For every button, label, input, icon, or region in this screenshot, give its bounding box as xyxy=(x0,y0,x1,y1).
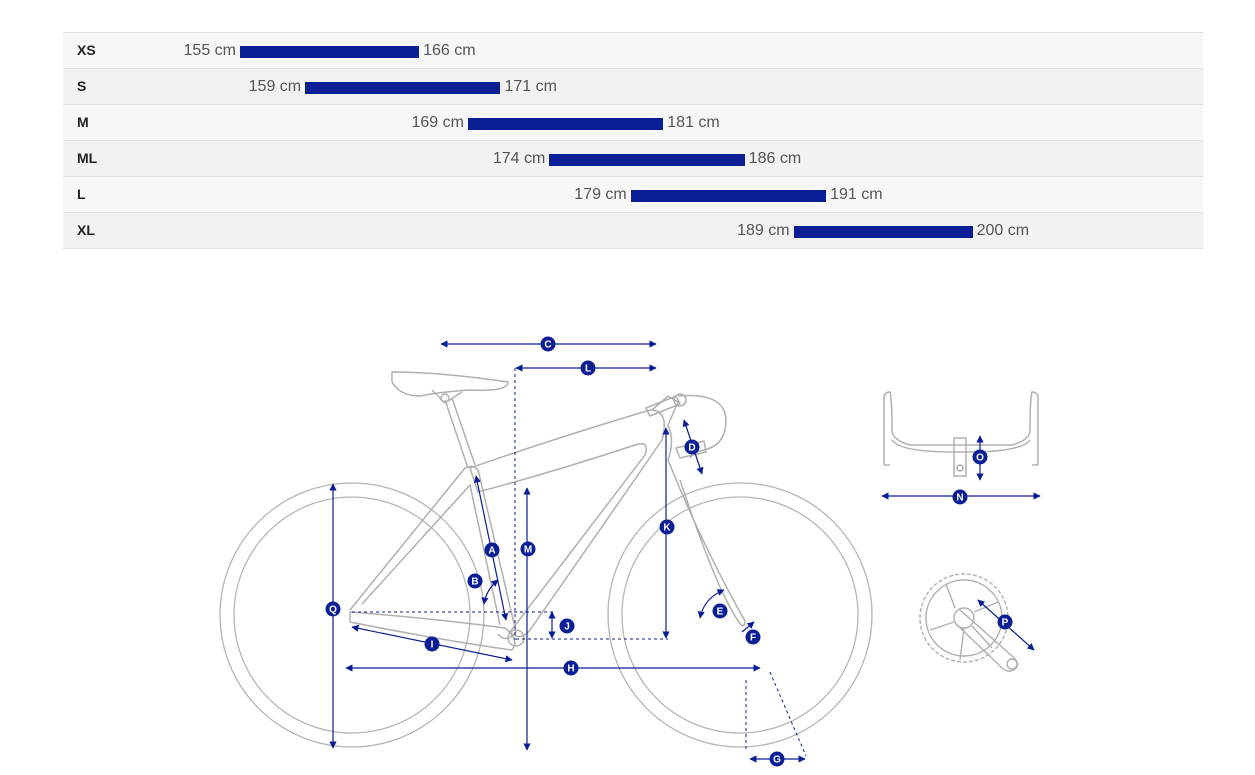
measurement-label-a: A xyxy=(484,542,500,558)
measurement-label-g: G xyxy=(769,751,785,767)
svg-text:B: B xyxy=(471,577,478,588)
measurement-label-l: L xyxy=(580,360,596,376)
size-label: XL xyxy=(77,222,95,238)
measurement-label-i: I xyxy=(424,636,440,652)
size-label: L xyxy=(77,186,86,202)
size-label: XS xyxy=(77,42,96,58)
svg-text:D: D xyxy=(688,443,695,454)
front-wheel xyxy=(607,482,873,748)
svg-text:H: H xyxy=(567,664,574,675)
size-row: XL 189 cm 200 cm xyxy=(63,212,1203,249)
height-range-bar xyxy=(240,46,420,58)
svg-text:P: P xyxy=(1002,618,1009,629)
measurement-label-q: Q xyxy=(325,601,341,617)
min-height-label: 155 cm xyxy=(183,42,236,59)
svg-text:M: M xyxy=(524,545,532,556)
min-height-label: 159 cm xyxy=(248,78,302,95)
svg-text:E: E xyxy=(717,607,724,618)
svg-text:G: G xyxy=(773,755,781,766)
measurement-labels: A B C D E F G H I J K L M N O P Q xyxy=(325,336,1013,767)
measurement-label-f: F xyxy=(745,629,761,645)
rear-wheel xyxy=(219,482,485,748)
size-row: XS 155 cm 166 cm xyxy=(63,32,1203,68)
measurement-label-o: O xyxy=(972,449,988,465)
size-label: S xyxy=(77,78,87,94)
svg-text:L: L xyxy=(585,364,591,375)
bike-frame xyxy=(349,371,746,651)
bike-geometry-diagram: A B C D E F G H I J K L M N O P Q xyxy=(219,336,1041,767)
measurement-label-e: E xyxy=(712,603,728,619)
max-height-label: 191 cm xyxy=(830,186,883,203)
max-height-label: 171 cm xyxy=(504,78,557,95)
measurement-label-d: D xyxy=(684,439,700,455)
max-height-label: 200 cm xyxy=(976,222,1030,239)
height-range-bar xyxy=(549,154,745,166)
max-height-label: 166 cm xyxy=(423,42,476,59)
max-height-label: 186 cm xyxy=(748,150,802,167)
height-range-bar xyxy=(305,82,501,94)
measurement-label-m: M xyxy=(520,541,536,557)
measurement-label-h: H xyxy=(563,660,579,676)
min-height-label: 179 cm xyxy=(574,186,627,203)
measurement-label-c: C xyxy=(540,336,556,352)
measurement-label-j: J xyxy=(559,618,575,634)
svg-text:K: K xyxy=(663,523,671,534)
measurement-label-p: P xyxy=(997,614,1013,630)
size-row: L 179 cm 191 cm xyxy=(63,176,1203,212)
svg-text:J: J xyxy=(564,622,570,633)
size-row: S 159 cm 171 cm xyxy=(63,68,1203,104)
height-range-bar xyxy=(630,190,827,202)
svg-text:I: I xyxy=(431,640,434,651)
svg-text:C: C xyxy=(544,340,551,351)
svg-text:A: A xyxy=(488,546,495,557)
svg-text:O: O xyxy=(976,453,984,464)
height-range-bar xyxy=(467,118,664,130)
size-row: ML 174 cm 186 cm xyxy=(63,140,1203,176)
min-height-label: 174 cm xyxy=(492,150,546,167)
measurement-label-b: B xyxy=(467,573,483,589)
size-row: M 169 cm 181 cm xyxy=(63,104,1203,140)
rider-height-table: XS 155 cm 166 cm S 159 cm 171 cm M 169 cm 181 cm… xyxy=(63,32,1203,249)
svg-text:Q: Q xyxy=(329,605,337,616)
measurement-arrows xyxy=(329,340,806,763)
measurement-label-n: N xyxy=(952,489,968,505)
svg-text:N: N xyxy=(956,493,963,504)
height-range-bar xyxy=(793,226,973,238)
handlebar-detail xyxy=(883,391,1039,477)
size-label: M xyxy=(77,114,89,130)
size-label: ML xyxy=(77,150,98,166)
reference-lines xyxy=(352,368,807,757)
max-height-label: 181 cm xyxy=(667,114,720,131)
min-height-label: 189 cm xyxy=(737,222,790,239)
measurement-label-k: K xyxy=(659,519,675,535)
min-height-label: 169 cm xyxy=(411,114,464,131)
svg-text:F: F xyxy=(750,633,756,644)
